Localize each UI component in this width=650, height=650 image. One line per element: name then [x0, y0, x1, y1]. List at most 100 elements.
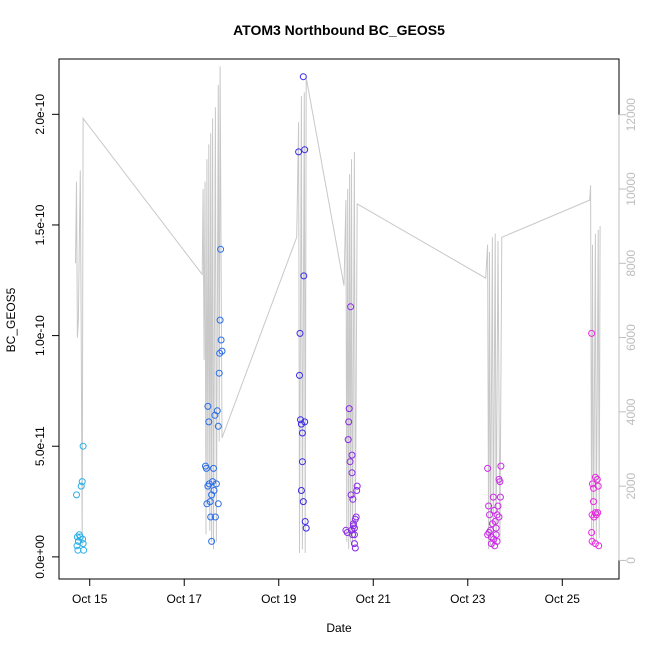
data-point: [484, 464, 492, 472]
data-point: [496, 493, 504, 501]
data-point: [595, 542, 603, 550]
data-point: [486, 511, 493, 519]
y2-tick-label: 6000: [624, 324, 638, 351]
x-tick-label: Oct 17: [167, 592, 203, 606]
y2-tick-label: 4000: [624, 398, 638, 425]
data-point: [588, 329, 596, 337]
data-point: [296, 329, 304, 337]
data-point: [298, 458, 306, 466]
data-point: [347, 491, 355, 499]
data-point: [76, 533, 84, 541]
data-point: [212, 480, 220, 488]
data-point: [492, 524, 500, 532]
data-point: [79, 535, 87, 543]
y-tick-label: 1.0e-10: [33, 315, 47, 356]
altitude-layer: [75, 66, 601, 554]
data-point: [216, 349, 224, 357]
x-tick-label: Oct 21: [356, 592, 392, 606]
data-point: [590, 513, 598, 521]
data-point: [204, 402, 212, 410]
data-point: [295, 148, 303, 156]
altitude-line: [75, 66, 601, 554]
data-point: [350, 540, 358, 548]
data-point: [351, 544, 359, 552]
data-point: [218, 347, 226, 355]
y-tick-label: 2.0e-10: [33, 94, 47, 135]
data-point: [494, 502, 502, 510]
data-point: [210, 464, 217, 472]
data-point: [590, 498, 597, 506]
data-point: [79, 442, 87, 450]
data-point: [349, 531, 356, 539]
data-point: [594, 482, 602, 490]
data-point: [591, 473, 599, 481]
y2-tick-label: 10000: [624, 172, 638, 206]
data-point: [300, 272, 308, 280]
data-point: [485, 502, 493, 510]
data-point: [497, 462, 505, 470]
data-point: [594, 509, 602, 517]
data-point: [348, 469, 356, 477]
data-point: [349, 522, 357, 530]
data-point: [347, 303, 355, 311]
data-point: [348, 526, 355, 534]
data-point: [491, 518, 499, 525]
chart-title: ATOM3 Northbound BC_GEOS5: [233, 22, 445, 38]
data-point: [79, 540, 87, 548]
data-point: [301, 146, 309, 154]
data-point: [493, 537, 501, 545]
data-point: [297, 416, 304, 424]
data-point: [484, 531, 492, 539]
data-point: [73, 491, 80, 499]
data-point: [77, 482, 85, 490]
data-point: [211, 513, 219, 521]
y2-tick-label: 8000: [624, 250, 638, 277]
data-point: [353, 487, 361, 494]
data-point: [298, 429, 306, 437]
data-point: [213, 407, 221, 415]
data-point: [301, 518, 309, 525]
x-tick-label: Oct 23: [450, 592, 486, 606]
data-point: [202, 464, 210, 472]
data-point: [588, 529, 596, 536]
data-point: [302, 524, 310, 532]
data-point: [216, 316, 224, 324]
data-point: [345, 405, 353, 413]
y2-tick-label: 2000: [624, 472, 638, 499]
data-point: [217, 336, 225, 344]
y2-tick-label: 12000: [624, 98, 638, 132]
y2-tick-label: 0: [624, 557, 638, 564]
data-point: [593, 475, 601, 483]
data-point: [205, 418, 213, 426]
data-point: [353, 482, 361, 490]
y-tick-label: 0.0e+00: [33, 535, 47, 579]
data-point: [214, 422, 222, 430]
data-point: [215, 369, 223, 377]
data-point: [495, 513, 503, 521]
data-point: [206, 498, 214, 506]
x-axis-label: Date: [326, 621, 352, 635]
data-point: [217, 245, 225, 253]
data-point: [214, 500, 222, 508]
x-tick-label: Oct 25: [545, 592, 581, 606]
data-point: [299, 73, 307, 81]
data-point: [73, 542, 81, 550]
y-tick-label: 5.0e-11: [33, 426, 47, 466]
x-axis: Oct 15 Oct 17 Oct 19 Oct 21 Oct 23 Oct 25: [72, 578, 581, 606]
data-point: [297, 487, 305, 494]
data-point: [80, 546, 88, 554]
data-point: [207, 513, 215, 521]
data-point: [349, 520, 357, 528]
data-point: [348, 451, 356, 459]
x-tick-label: Oct 15: [72, 592, 108, 606]
y2-axis: 0 2000 4000 6000 8000 10000 12000: [618, 98, 638, 564]
data-point: [78, 478, 86, 486]
data-point: [346, 458, 354, 466]
data-point: [208, 537, 216, 545]
data-point: [299, 498, 307, 506]
data-point: [493, 511, 501, 519]
data-point: [296, 371, 303, 379]
data-point: [301, 418, 309, 426]
